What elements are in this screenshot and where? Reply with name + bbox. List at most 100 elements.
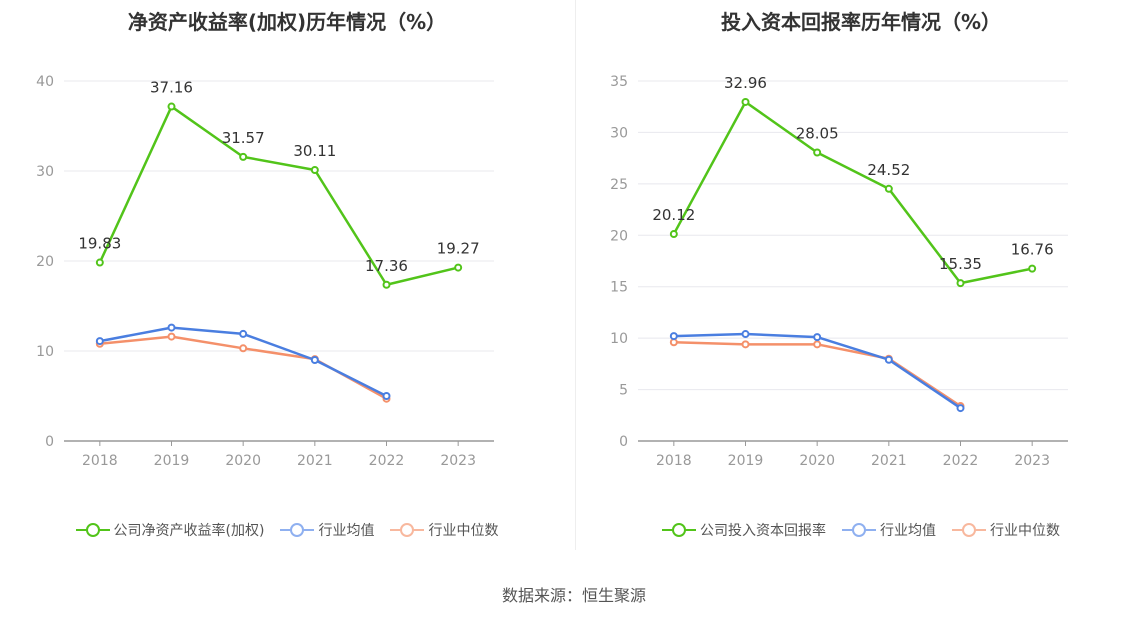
y-tick-label: 5	[619, 383, 628, 399]
legend-line-circle-icon	[842, 522, 876, 538]
panel-divider	[575, 0, 576, 550]
y-tick-label: 35	[610, 74, 628, 90]
data-label: 16.76	[1011, 241, 1054, 259]
data-point[interactable]	[239, 329, 248, 338]
y-tick-label: 10	[36, 344, 54, 360]
data-point[interactable]	[669, 332, 678, 341]
roic-chart-legend: 公司投入资本回报率 行业均值 行业中位数	[574, 518, 1148, 542]
x-tick-label: 2018	[656, 453, 692, 469]
legend-line-circle-icon	[75, 522, 110, 538]
data-point[interactable]	[1028, 264, 1037, 273]
x-tick-label: 2023	[1014, 453, 1050, 469]
data-label: 24.52	[867, 161, 910, 179]
roic-chart-title: 投入资本回报率历年情况（%）	[720, 10, 1002, 34]
data-point[interactable]	[741, 97, 750, 106]
data-point[interactable]	[95, 258, 104, 267]
data-point[interactable]	[454, 263, 463, 272]
data-point[interactable]	[741, 340, 750, 349]
data-point[interactable]	[813, 333, 822, 342]
y-tick-label: 15	[610, 280, 628, 296]
data-point[interactable]	[239, 344, 248, 353]
legend-label: 公司净资产收益率(加权)	[113, 523, 265, 539]
data-point[interactable]	[310, 356, 319, 364]
x-tick-label: 2021	[871, 453, 907, 469]
legend-label: 行业均值	[318, 523, 375, 539]
x-tick-label: 2019	[728, 453, 764, 469]
legend-item-industry-avg[interactable]: 行业均值	[280, 520, 374, 540]
y-tick-label: 20	[610, 228, 628, 244]
series-2	[669, 338, 965, 411]
legend-line-circle-icon	[952, 522, 986, 538]
series-line	[672, 100, 1033, 285]
data-label: 17.36	[365, 257, 408, 275]
data-point[interactable]	[167, 102, 176, 111]
legend-label: 行业中位数	[428, 523, 499, 539]
roe-chart-plot: 0 10 20 30 40 2018 2019 2020 2021 2022 2023 19.83 37…	[36, 74, 494, 469]
legend-item-industry-median[interactable]: 行业中位数	[952, 520, 1060, 540]
y-tick-label: 25	[610, 177, 628, 193]
x-tick-label: 2022	[943, 453, 979, 469]
roe-chart-title: 净资产收益率(加权)历年情况（%）	[127, 10, 447, 34]
data-point[interactable]	[741, 330, 750, 339]
y-tick-label: 30	[36, 164, 54, 180]
data-label: 19.27	[437, 240, 480, 258]
x-tick-label: 2023	[440, 453, 476, 469]
legend-item-company-roic[interactable]: 公司投入资本回报率	[662, 520, 826, 540]
roe-chart-panel: 净资产收益率(加权)历年情况（%） 0 10 20 30 40 2018 2019 2020 2…	[0, 0, 574, 560]
data-point[interactable]	[669, 230, 678, 239]
y-tick-label: 30	[610, 125, 628, 141]
x-tick-label: 2022	[369, 453, 405, 469]
data-source-note: 数据来源：恒生聚源	[501, 586, 646, 605]
y-tick-label: 40	[36, 74, 54, 90]
y-tick-label: 0	[45, 434, 54, 450]
data-point[interactable]	[95, 337, 104, 346]
x-tick-label: 2020	[225, 453, 261, 469]
data-point[interactable]	[884, 355, 893, 364]
data-label: 28.05	[796, 124, 839, 142]
legend-label: 公司投入资本回报率	[700, 523, 826, 539]
y-tick-label: 20	[36, 254, 54, 270]
data-point[interactable]	[239, 152, 248, 161]
data-label: 20.12	[652, 206, 695, 224]
y-tick-label: 10	[610, 331, 628, 347]
data-point[interactable]	[167, 332, 176, 341]
series-0: 19.83 37.16 31.57 30.11 17.36 19.27	[78, 79, 480, 289]
data-point[interactable]	[813, 340, 822, 349]
roic-chart-panel: 投入资本回报率历年情况（%） 0 5 10 15 20 25 30 35 2018 2019 202…	[574, 0, 1148, 560]
data-point[interactable]	[813, 148, 822, 157]
roic-chart-plot: 0 5 10 15 20 25 30 35 2018 2019 2020 2021 2022 2023 20…	[610, 74, 1068, 469]
x-tick-label: 2019	[154, 453, 190, 469]
data-point[interactable]	[956, 404, 965, 413]
data-label: 37.16	[150, 79, 193, 97]
data-label: 31.57	[222, 129, 265, 147]
legend-line-circle-icon	[280, 522, 315, 538]
x-tick-label: 2021	[297, 453, 333, 469]
x-tick-label: 2018	[82, 453, 118, 469]
series-2	[95, 332, 391, 403]
data-label: 32.96	[724, 74, 767, 92]
series-0: 20.12 32.96 28.05 24.52 15.35 16.76	[652, 74, 1054, 288]
x-tick-label: 2020	[799, 453, 835, 469]
series-line	[673, 341, 962, 408]
data-point[interactable]	[669, 338, 678, 347]
legend-label: 行业均值	[880, 523, 936, 539]
series-line	[98, 105, 459, 287]
legend-label: 行业中位数	[990, 523, 1060, 539]
legend-item-company-roe[interactable]: 公司净资产收益率(加权)	[75, 520, 265, 540]
roe-chart-legend: 公司净资产收益率(加权) 行业均值 行业中位数	[0, 518, 574, 542]
legend-item-industry-avg[interactable]: 行业均值	[842, 520, 936, 540]
data-point[interactable]	[167, 323, 176, 332]
data-point[interactable]	[956, 279, 965, 288]
data-point[interactable]	[382, 280, 391, 289]
legend-line-circle-icon	[662, 522, 696, 538]
series-1	[95, 323, 391, 400]
data-point[interactable]	[382, 392, 391, 400]
data-label: 15.35	[939, 255, 982, 273]
legend-item-industry-median[interactable]: 行业中位数	[390, 520, 498, 540]
y-tick-label: 0	[619, 434, 628, 450]
data-label: 19.83	[78, 235, 121, 253]
legend-line-circle-icon	[390, 522, 425, 538]
data-point[interactable]	[310, 166, 319, 175]
data-label: 30.11	[293, 142, 336, 160]
data-point[interactable]	[884, 184, 893, 193]
